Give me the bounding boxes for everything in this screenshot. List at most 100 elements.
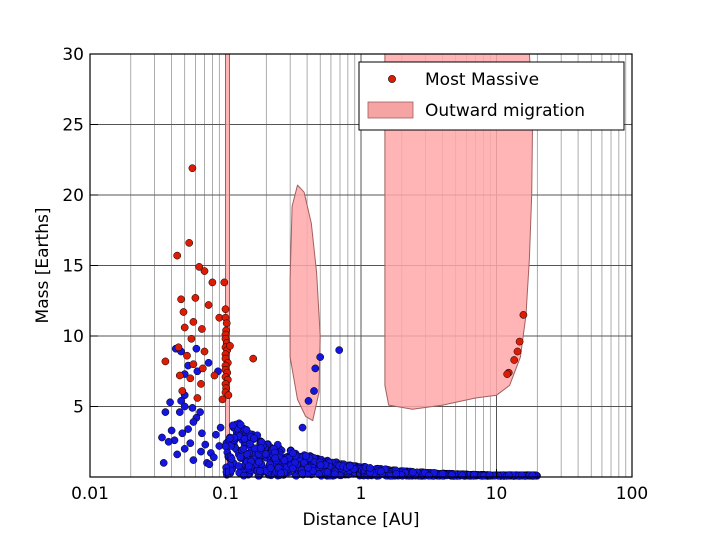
x-axis-label: Distance [AU] [302, 510, 419, 530]
population-point [234, 462, 243, 470]
most-massive-point [178, 387, 187, 395]
population-point [164, 437, 173, 446]
population-point [256, 467, 264, 475]
outward-migration-region [225, 53, 230, 472]
most-massive-point [200, 267, 209, 275]
y-tick-label: 10 [62, 327, 84, 347]
outward-migration-region [384, 53, 534, 410]
population-point [335, 346, 344, 354]
population-point [517, 471, 526, 480]
population-point [277, 469, 286, 478]
population-point [236, 420, 245, 429]
population-point [189, 456, 198, 464]
population-point [242, 425, 251, 434]
population-point [298, 423, 307, 432]
population-point [244, 462, 253, 471]
most-massive-point [174, 343, 183, 352]
most-massive-point [188, 164, 197, 173]
population-point [204, 358, 213, 367]
population-point [209, 453, 218, 462]
most-massive-point [222, 319, 231, 328]
axis-ticks: 0.01 0.1 1 10 100 5 10 15 20 25 30 [62, 45, 648, 504]
most-massive-point [210, 371, 219, 380]
most-massive-point [515, 337, 524, 346]
population-point [198, 429, 206, 438]
population-point [192, 344, 201, 353]
most-massive-point [179, 308, 188, 316]
population-point [177, 397, 185, 405]
population-point [504, 471, 513, 480]
most-massive-point [183, 351, 191, 360]
population-point [298, 469, 307, 478]
x-tick-label: 0.01 [71, 484, 109, 504]
population-point [201, 440, 210, 449]
population-point [215, 442, 224, 450]
migration-regions [225, 53, 534, 472]
population-point [323, 468, 332, 476]
data-points [158, 164, 528, 469]
most-massive-point [519, 311, 528, 319]
population-point [159, 459, 168, 467]
population-point [409, 468, 417, 477]
most-massive-point [186, 374, 195, 383]
population-point [271, 454, 280, 462]
most-massive-point [198, 364, 207, 373]
most-massive-point [220, 278, 229, 287]
y-tick-label: 20 [62, 186, 84, 206]
most-massive-point [226, 342, 234, 350]
x-tick-label: 100 [616, 484, 648, 504]
most-massive-point [510, 356, 519, 364]
population-point [528, 471, 537, 480]
population-point [180, 444, 189, 453]
population-point [158, 433, 166, 442]
most-massive-point [513, 347, 522, 356]
population-point [196, 408, 204, 416]
population-point [236, 453, 245, 462]
most-massive-point [185, 239, 194, 247]
population-point [280, 456, 289, 465]
population-point [239, 445, 248, 453]
most-massive-point [197, 380, 205, 388]
legend-marker-most-massive [388, 75, 396, 83]
y-tick-label: 25 [62, 116, 84, 136]
y-tick-label: 30 [62, 45, 84, 65]
population-point [256, 444, 265, 452]
population-point [266, 464, 275, 472]
population-point [175, 408, 184, 416]
legend-patch-outward-migration [367, 101, 414, 119]
population-point [447, 471, 456, 479]
population-point [316, 461, 325, 470]
population-point [246, 440, 254, 448]
population-point [189, 418, 198, 426]
population-point [227, 454, 236, 463]
population-point [458, 471, 466, 480]
population-point [184, 425, 192, 433]
legend-label-most-massive: Most Massive [425, 70, 539, 90]
population-point [302, 452, 310, 460]
most-massive-point [200, 347, 209, 356]
population-point [345, 462, 354, 470]
population-point [216, 423, 225, 432]
most-massive-point [218, 395, 227, 404]
population-point [366, 464, 374, 472]
population-point [228, 421, 237, 430]
population-point [239, 471, 248, 480]
most-massive-point [195, 263, 204, 271]
population-point [255, 458, 263, 466]
most-massive-point [204, 301, 213, 309]
population-point [178, 429, 187, 438]
most-massive-point [198, 325, 206, 333]
population-point [180, 402, 189, 411]
population-point [197, 447, 205, 456]
most-massive-point [191, 294, 200, 302]
most-massive-point [175, 371, 184, 380]
legend-box [358, 61, 625, 131]
x-tick-label: 10 [486, 484, 508, 504]
outward-migration-region [289, 184, 321, 422]
population-point [485, 471, 494, 479]
population-point [205, 460, 214, 469]
most-massive-point [161, 357, 170, 366]
most-massive-point [224, 391, 233, 400]
